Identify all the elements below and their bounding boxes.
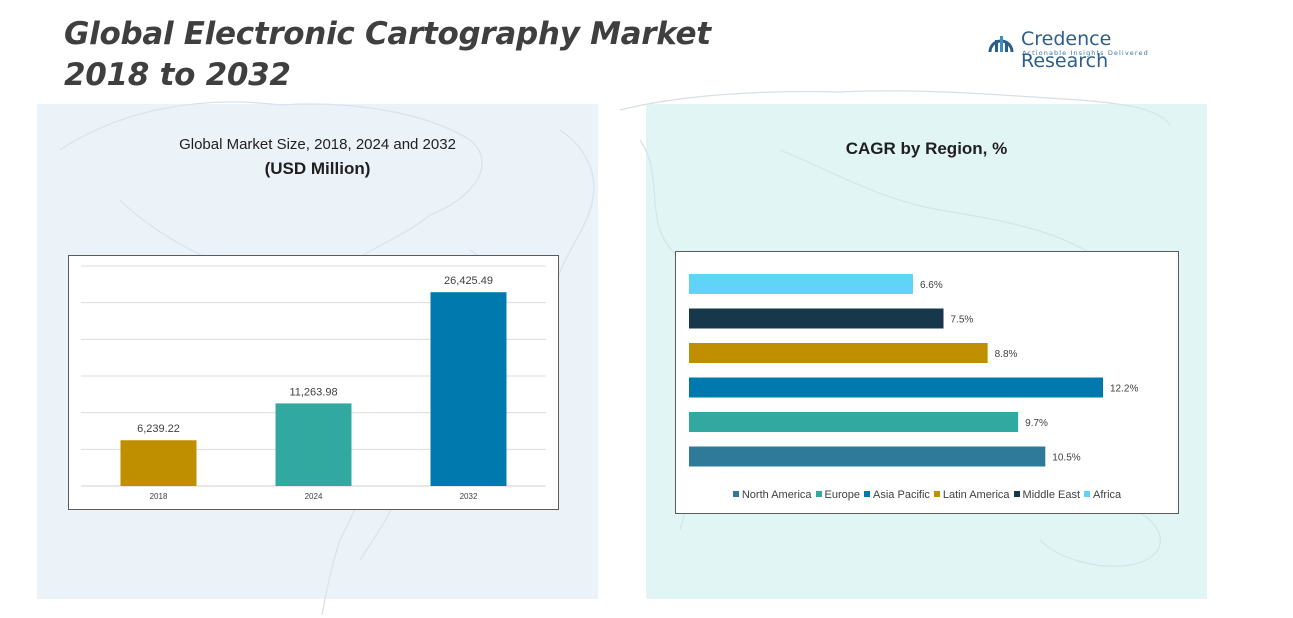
legend-label: Latin America xyxy=(942,489,1010,501)
cagr-subtitle: CAGR by Region, % xyxy=(845,139,1008,158)
bar-value-label: 9.7% xyxy=(1025,418,1048,429)
bar-middle-east xyxy=(689,308,944,329)
bar-value-label: 7.5% xyxy=(951,315,974,326)
credence-logo-icon xyxy=(988,36,1014,53)
legend-item: Europe xyxy=(815,489,861,501)
title-line-2: 2018 to 2032 xyxy=(64,57,291,93)
bar-2018 xyxy=(120,440,197,486)
bar-latin-america xyxy=(689,343,988,363)
bar-value-label: 26,425.49 xyxy=(444,275,493,287)
legend-item: Asia Pacific xyxy=(864,489,930,501)
market-size-subtitle: Global Market Size, 2018, 2024 and 2032 xyxy=(179,136,456,153)
bar-value-label: 6.6% xyxy=(920,280,943,291)
legend-swatch xyxy=(815,491,822,497)
cagr-chart: 6.6% 7.5% 8.8% 12.2% 9.7% 10.5% North America… xyxy=(675,251,1179,514)
bar-europe xyxy=(689,412,1019,432)
brand-logo: Credence Research Actionable Insights De… xyxy=(986,26,1186,72)
bar-value-label: 6,239.22 xyxy=(137,423,180,435)
bar-north-america xyxy=(689,446,1046,467)
legend-swatch xyxy=(732,491,739,497)
market-size-unit: (USD Million) xyxy=(264,159,371,178)
legend-label: Africa xyxy=(1093,489,1122,501)
legend-swatch xyxy=(1084,491,1091,497)
legend-item: Latin America xyxy=(933,489,1010,501)
market-size-bar-chart: 6,239.22 2018 11,263.98 2024 26,425.49 2032 xyxy=(81,265,546,501)
bar-value-label: 11,263.98 xyxy=(289,386,337,398)
legend-label: Asia Pacific xyxy=(873,489,930,501)
legend-item: Middle East xyxy=(1013,489,1081,501)
legend-label: North America xyxy=(741,489,812,501)
legend-label: Middle East xyxy=(1022,489,1081,501)
legend-item: Africa xyxy=(1084,489,1121,501)
legend-item: North America xyxy=(732,489,812,501)
legend-label: Europe xyxy=(824,489,861,501)
cagr-bar-chart: 6.6% 7.5% 8.8% 12.2% 9.7% 10.5% xyxy=(689,274,1138,467)
legend-swatch xyxy=(933,491,940,497)
x-tick-label: 2018 xyxy=(150,492,168,501)
x-tick-label: 2032 xyxy=(460,492,478,501)
market-size-chart: 6,239.22 2018 11,263.98 2024 26,425.49 2032 xyxy=(68,255,559,510)
bar-value-label: 10.5% xyxy=(1052,453,1080,464)
x-tick-label: 2024 xyxy=(305,492,323,501)
brand-name: Credence Research xyxy=(1021,28,1112,72)
bar-africa xyxy=(689,274,913,294)
bar-value-label: 8.8% xyxy=(995,349,1018,360)
cagr-legend: North America Europe Asia Pacific Latin Ame… xyxy=(676,489,1178,501)
bar-value-label: 12.2% xyxy=(1110,384,1138,395)
legend-swatch xyxy=(864,491,871,497)
page-title: Global Electronic Cartography Market 201… xyxy=(64,14,711,96)
bar-asia-pacific xyxy=(689,377,1103,398)
brand-tagline: Actionable Insights Delivered xyxy=(1022,49,1149,57)
legend-swatch xyxy=(1013,491,1020,497)
bar-2032 xyxy=(430,292,507,486)
bar-2024 xyxy=(275,403,352,486)
title-line-1: Global Electronic Cartography Market xyxy=(64,16,711,52)
